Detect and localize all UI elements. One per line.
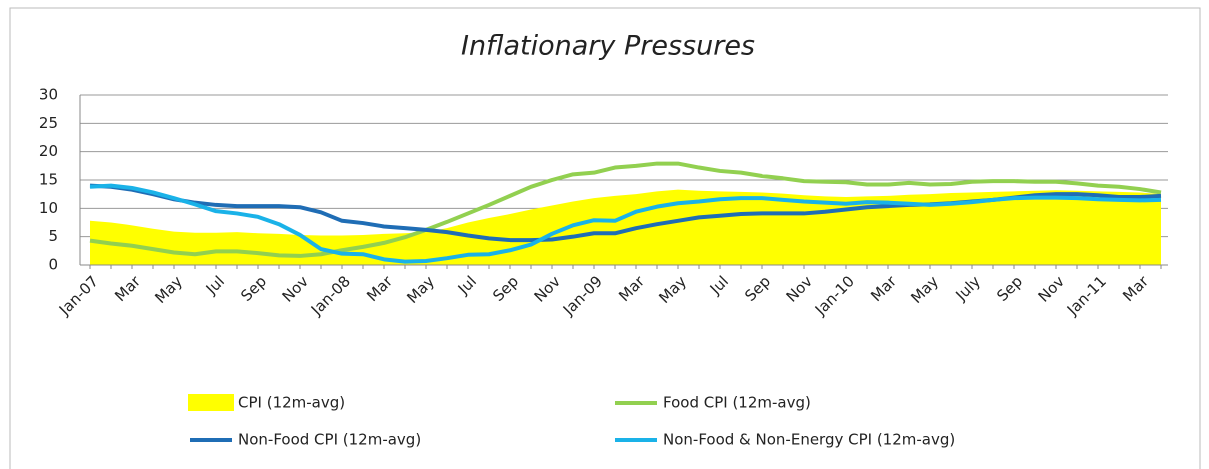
line <box>89 183 1162 264</box>
y-tick-label: 10 <box>39 199 58 217</box>
chart-title: Inflationary Pressures <box>461 31 755 62</box>
legend-swatch <box>188 394 234 411</box>
y-tick-label: 0 <box>48 256 58 274</box>
y-tick-label: 25 <box>39 114 58 132</box>
line <box>89 161 1162 258</box>
legend-label: Non-Food & Non-Energy CPI (12m-avg) <box>663 431 955 449</box>
legend-label: Non-Food CPI (12m-avg) <box>238 431 421 449</box>
legend-label: CPI (12m-avg) <box>238 394 345 412</box>
y-tick-label: 30 <box>39 86 58 104</box>
y-tick-label: 5 <box>48 227 58 245</box>
y-tick-label: 20 <box>39 142 58 160</box>
y-tick-label: 15 <box>39 171 58 189</box>
legend-label: Food CPI (12m-avg) <box>663 394 811 412</box>
